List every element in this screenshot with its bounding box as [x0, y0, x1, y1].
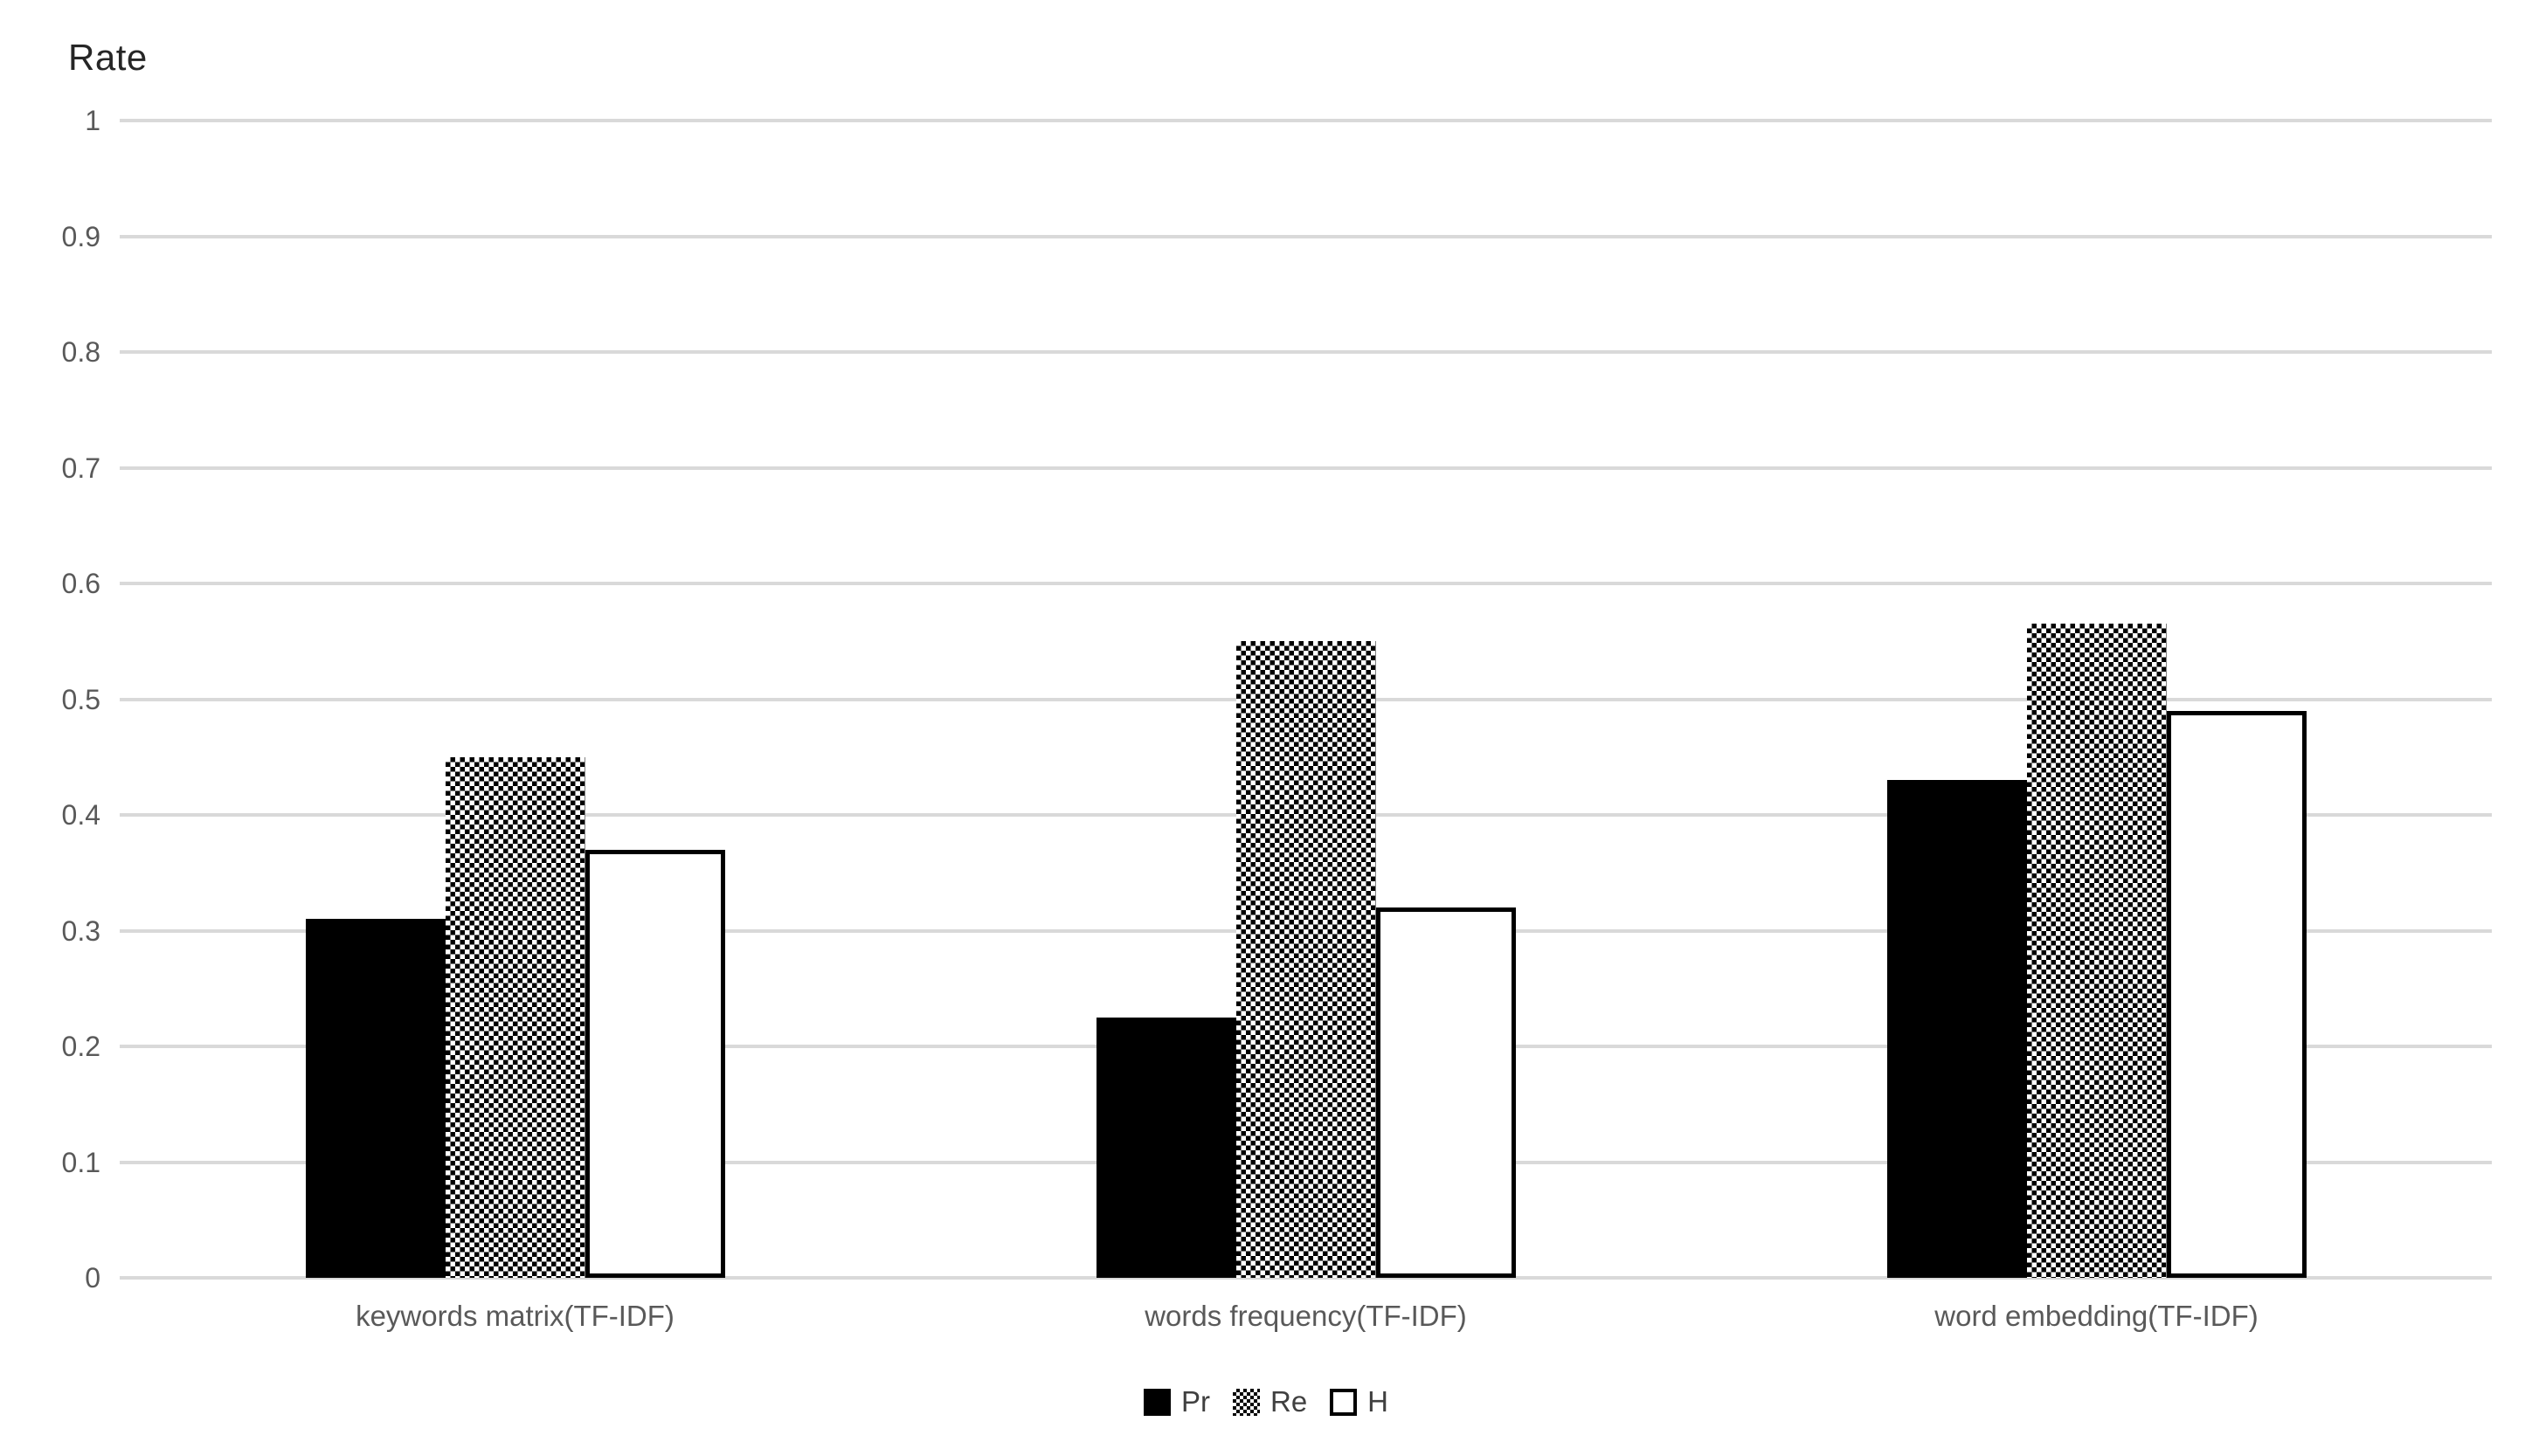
y-tick-label: 0.8: [61, 336, 100, 368]
gridline: [120, 350, 2492, 354]
x-axis-label-word-embedding-tf-idf: word embedding(TF-IDF): [1934, 1300, 2259, 1332]
x-axis-label-keywords-matrix-tf-idf: keywords matrix(TF-IDF): [356, 1300, 675, 1332]
y-tick-label: 0.9: [61, 220, 100, 252]
bar-re-keywords-matrix-tf-idf: [445, 756, 585, 1278]
y-tick-label: 0.3: [61, 914, 100, 947]
y-tick-label: 0.4: [61, 799, 100, 831]
legend-item-re: Re: [1232, 1385, 1308, 1418]
bar-h-word-embedding-tf-idf: [2166, 710, 2307, 1278]
x-axis-label-words-frequency-tf-idf: words frequency(TF-IDF): [1145, 1300, 1467, 1332]
legend-swatch-re-icon: [1232, 1388, 1260, 1416]
legend-item-h: H: [1330, 1385, 1388, 1418]
y-tick-label: 0.1: [61, 1146, 100, 1178]
y-tick-label: 0.7: [61, 452, 100, 484]
legend-label-h: H: [1367, 1385, 1389, 1418]
bar-re-word-embedding-tf-idf: [2026, 624, 2167, 1278]
gridline: [120, 466, 2492, 470]
gridline: [120, 119, 2492, 122]
bar-h-words-frequency-tf-idf: [1375, 907, 1516, 1278]
y-tick-label: 0.5: [61, 683, 100, 715]
legend-item-pr: Pr: [1143, 1385, 1210, 1418]
gridline: [120, 1276, 2492, 1280]
legend-swatch-pr-icon: [1143, 1388, 1171, 1416]
gridline: [120, 582, 2492, 585]
legend-label-re: Re: [1269, 1385, 1308, 1418]
bar-pr-words-frequency-tf-idf: [1096, 1017, 1236, 1278]
bar-pr-keywords-matrix-tf-idf: [305, 919, 446, 1278]
y-tick-label: 1: [85, 105, 100, 136]
bar-re-words-frequency-tf-idf: [1235, 641, 1376, 1278]
legend-label-pr: Pr: [1180, 1385, 1210, 1418]
legend: Pr Re H: [0, 1385, 2532, 1418]
bar-pr-word-embedding-tf-idf: [1886, 780, 2027, 1278]
legend-swatch-h-icon: [1330, 1388, 1358, 1416]
y-tick-label: 0.6: [61, 568, 100, 599]
gridline: [120, 234, 2492, 238]
y-tick-label: 0: [85, 1262, 100, 1294]
bar-h-keywords-matrix-tf-idf: [585, 849, 725, 1278]
y-axis-title: Rate: [68, 37, 148, 78]
y-tick-label: 0.2: [61, 1031, 100, 1062]
